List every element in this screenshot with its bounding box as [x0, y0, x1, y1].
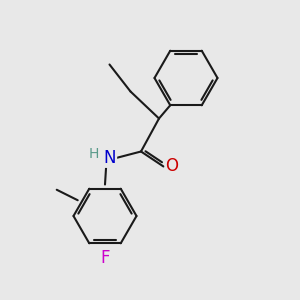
Text: N: N — [104, 149, 116, 167]
Text: O: O — [165, 157, 178, 175]
Text: H: H — [89, 147, 99, 161]
Text: F: F — [100, 249, 110, 267]
